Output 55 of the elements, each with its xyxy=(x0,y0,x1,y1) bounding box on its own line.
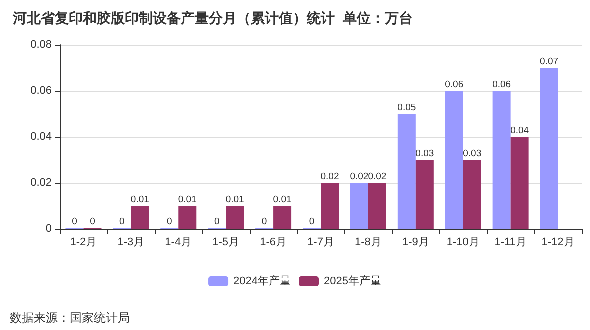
bar xyxy=(510,137,529,229)
x-tick-label: 1-3月 xyxy=(118,236,145,248)
y-tick-label: 0.08 xyxy=(30,39,52,51)
x-tick-label: 1-12月 xyxy=(542,236,575,248)
data-label: 0.03 xyxy=(463,148,482,160)
data-label: 0 xyxy=(214,216,220,228)
y-tick-label: 0.04 xyxy=(30,131,52,143)
data-label: 0.01 xyxy=(178,194,197,206)
x-tick-label: 1-7月 xyxy=(308,236,334,248)
bar xyxy=(416,160,434,229)
bar xyxy=(178,206,197,229)
bar xyxy=(445,91,464,229)
bar xyxy=(131,206,150,229)
bar xyxy=(540,68,558,229)
x-tick-label: 1-6月 xyxy=(260,236,287,248)
bar xyxy=(368,183,386,229)
bar xyxy=(350,183,368,229)
bar xyxy=(226,206,244,229)
data-label: 0.06 xyxy=(492,80,512,90)
chart-title: 河北省复印和胶版印制设备产量分月（累计值）统计 单位：万台 xyxy=(12,10,413,26)
data-label: 0 xyxy=(309,216,315,228)
legend-label: 2024年产量 xyxy=(234,274,292,288)
data-label: 0.02 xyxy=(320,172,340,182)
y-tick-label: 0 xyxy=(46,223,52,235)
source-note: 数据来源：国家统计局 xyxy=(10,311,130,325)
x-tick-label: 1-9月 xyxy=(402,236,430,248)
data-label: 0.06 xyxy=(445,80,464,90)
x-tick-label: 1-5月 xyxy=(212,236,240,248)
data-label: 0.01 xyxy=(130,194,150,206)
data-label: 0.03 xyxy=(416,148,434,160)
data-label: 0.01 xyxy=(273,194,292,206)
data-label: 0.05 xyxy=(398,102,416,114)
bar xyxy=(463,160,482,229)
bar xyxy=(274,206,292,229)
data-label: 0 xyxy=(90,216,96,228)
data-label: 0.02 xyxy=(350,172,369,182)
x-tick-label: 1-2月 xyxy=(70,236,98,248)
data-label: 0 xyxy=(120,216,125,228)
legend-label: 2025年产量 xyxy=(324,274,382,288)
x-tick-label: 1-8月 xyxy=(355,236,382,248)
bar xyxy=(321,183,339,229)
x-tick-label: 1-4月 xyxy=(165,236,192,248)
data-label: 0 xyxy=(262,216,268,228)
bar xyxy=(492,91,511,229)
data-label: 0 xyxy=(72,216,78,228)
bar xyxy=(398,114,416,229)
y-tick-label: 0.06 xyxy=(30,85,52,97)
data-label: 0.07 xyxy=(540,56,559,68)
data-label: 0.02 xyxy=(368,172,387,182)
data-label: 0.01 xyxy=(226,194,244,206)
x-tick-label: 1-10月 xyxy=(446,236,480,248)
x-tick-label: 1-11月 xyxy=(494,236,527,248)
data-label: 0 xyxy=(166,216,172,228)
data-label: 0.04 xyxy=(510,126,530,136)
y-tick-label: 0.02 xyxy=(30,177,52,189)
